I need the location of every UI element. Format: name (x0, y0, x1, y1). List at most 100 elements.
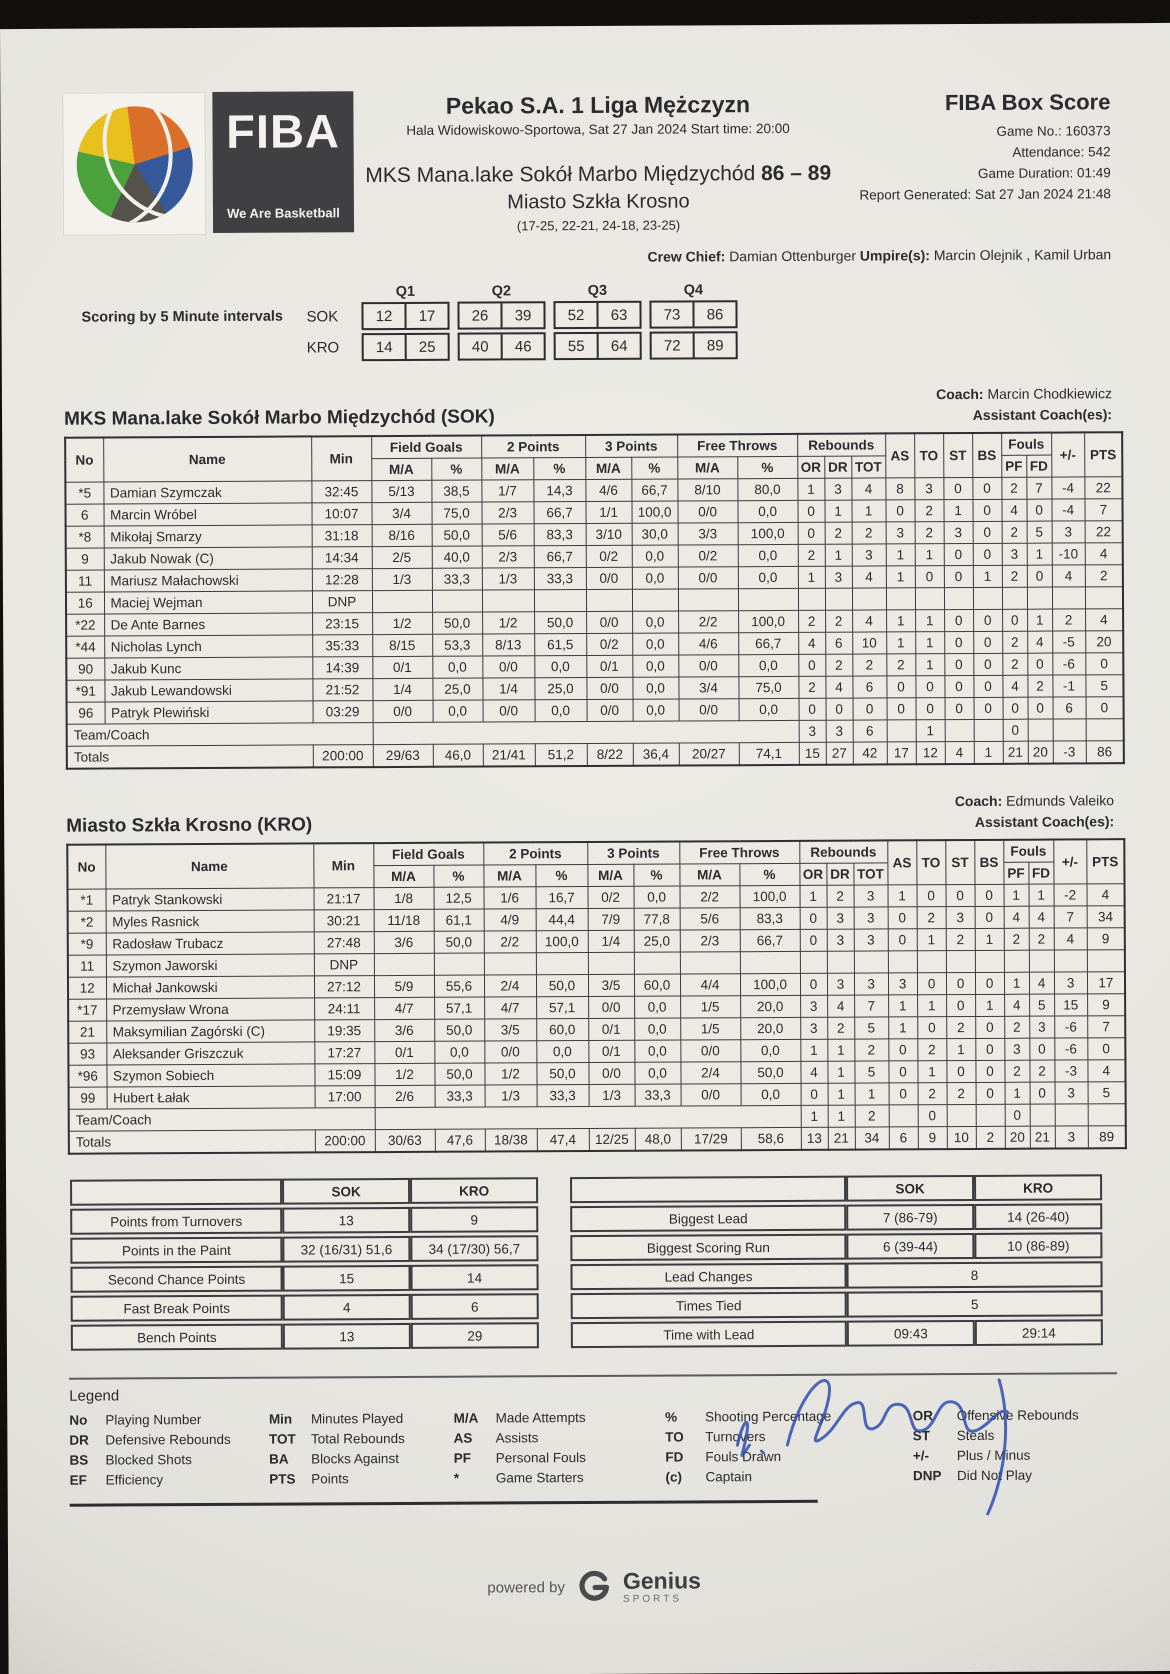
stat-cell: 0 (916, 884, 946, 907)
summary-col-header: SOK (282, 1177, 411, 1205)
stat-cell: 3 (1029, 1016, 1055, 1039)
summary-row: Biggest Lead 7 (86-79) 14 (26-40) (570, 1203, 1103, 1233)
stat-cell: 4 (1001, 499, 1027, 522)
stat-cell: 0 (887, 928, 917, 951)
col-header: PTS (1084, 432, 1123, 477)
totals-row: Totals 200:00 30/63 47,6 18/38 47,4 12/25 48,0 1… (68, 1125, 1126, 1154)
summary-col-header: SOK (846, 1174, 975, 1202)
stat-cell: 51,2 (534, 743, 587, 767)
intervals-label (82, 347, 307, 348)
fiba-tagline: We Are Basketball (227, 205, 340, 221)
stat-cell: 2 (1004, 1060, 1030, 1083)
interval-score: 25 (404, 334, 448, 359)
stat-cell: 0/0 (588, 996, 635, 1019)
stat-cell: 2 (825, 654, 853, 677)
col-header: No (65, 437, 104, 483)
stat-cell: 0,0 (536, 1040, 589, 1063)
stat-cell: 2 (1003, 928, 1029, 951)
stat-cell: 2 (886, 653, 916, 676)
stat-cell: 2 (914, 499, 944, 522)
stat-cell: 5 (1029, 994, 1055, 1017)
stat-cell: 0 (974, 884, 1004, 907)
stat-cell: 42 (852, 741, 887, 765)
stat-cell: 0/2 (586, 633, 633, 656)
stat-cell: 2/2 (679, 885, 740, 909)
player-name: Marcin Wróbel (103, 502, 312, 527)
stat-cell: 0,0 (632, 699, 679, 722)
stat-cell: 0 (888, 1038, 918, 1061)
stat-cell: 0,0 (631, 545, 678, 568)
stat-cell: 1/4 (482, 677, 535, 701)
stat-cell: 1 (888, 994, 918, 1017)
stat-cell: 27:48 (313, 931, 374, 954)
team-sok-coach: Coach: Marcin Chodkiewicz (936, 383, 1112, 405)
stat-cell: 0/0 (677, 500, 738, 524)
stat-cell (1053, 949, 1088, 973)
stat-cell: 10:07 (311, 502, 372, 525)
interval-score-pair: 52 63 (553, 300, 642, 330)
player-name: Mariusz Małachowski (103, 568, 312, 593)
stat-cell (916, 950, 947, 973)
legend-abbr: TO (665, 1429, 684, 1445)
stat-cell: 0,0 (634, 996, 681, 1019)
stat-cell: 0 (1002, 697, 1028, 720)
stat-cell: 7 (1053, 905, 1087, 929)
stat-cell: 6 (852, 675, 887, 699)
stat-cell: 0 (974, 906, 1004, 929)
stat-cell: 0/0 (586, 677, 633, 700)
stat-cell: 32:45 (311, 480, 372, 503)
stat-cell (973, 719, 1003, 742)
interval-score: 86 (692, 302, 736, 327)
stat-cell: 3 (800, 995, 828, 1018)
player-number: 99 (68, 1087, 107, 1110)
stat-cell: 2 (825, 610, 853, 633)
stat-cell: 4 (1027, 631, 1053, 654)
interval-row-sok: Scoring by 5 Minute intervals SOK 12 17 26 39… (81, 298, 1111, 331)
stat-cell: 2 (917, 1038, 947, 1061)
stat-cell: 3 (1054, 971, 1088, 995)
stat-cell: 1 (972, 565, 1003, 588)
stat-cell: 7 (1087, 1015, 1126, 1038)
box-score-table-sok: No Name Min Field Goals 2 Points 3 Points Free… (64, 431, 1125, 770)
stat-cell (739, 951, 800, 974)
stat-cell: 0 (945, 884, 975, 907)
stat-cell: 100,0 (739, 973, 801, 996)
col-header: +/- (1053, 839, 1087, 885)
player-name: Aleksander Griszczuk (106, 1041, 315, 1066)
stat-cell: 3 (885, 521, 915, 544)
stat-cell: 2 (852, 653, 887, 677)
stat-cell: 0 (798, 698, 826, 721)
stat-cell: -6 (1054, 1015, 1088, 1039)
stat-cell: 4 (1028, 906, 1054, 929)
col-header: TO (916, 840, 946, 885)
home-team-name: MKS Mana.lake Sokół Marbo Międzychód (365, 162, 762, 188)
powered-by-label: powered by (487, 1578, 566, 1597)
stat-cell: 0,0 (534, 655, 587, 678)
col-header: TO (914, 433, 944, 478)
interval-score: 89 (692, 333, 736, 358)
stat-cell: 7/9 (587, 908, 634, 931)
stat-cell (887, 950, 918, 973)
interval-score: 52 (567, 306, 585, 324)
stat-cell: 4/7 (374, 997, 435, 1020)
stat-cell: 4 (1086, 883, 1125, 906)
stat-cell: 57,1 (536, 996, 589, 1019)
stat-cell: 50,0 (536, 1062, 589, 1085)
stat-cell: 0,0 (740, 1039, 801, 1062)
legend-item: M/A Made Attempts (454, 1410, 666, 1426)
stat-cell: 2 (946, 1016, 976, 1039)
team-coach-label: Team/Coach (68, 1107, 375, 1132)
stat-cell: 0 (915, 697, 945, 720)
stat-cell: 2/2 (483, 930, 536, 954)
stat-cell: -1 (1052, 674, 1086, 698)
col-subheader: M/A (481, 457, 534, 481)
interval-score-pair: 14 25 (361, 332, 450, 362)
stat-cell: 1 (824, 544, 852, 567)
stat-cell: 3 (826, 929, 854, 952)
stat-cell: -3 (1054, 1059, 1088, 1083)
interval-score-pair: 55 64 (553, 331, 642, 361)
stat-cell: 0/0 (585, 567, 632, 590)
stat-cell: 4 (1085, 608, 1124, 631)
stat-cell: 1 (827, 1039, 855, 1062)
col-subheader: FD (1026, 455, 1052, 478)
